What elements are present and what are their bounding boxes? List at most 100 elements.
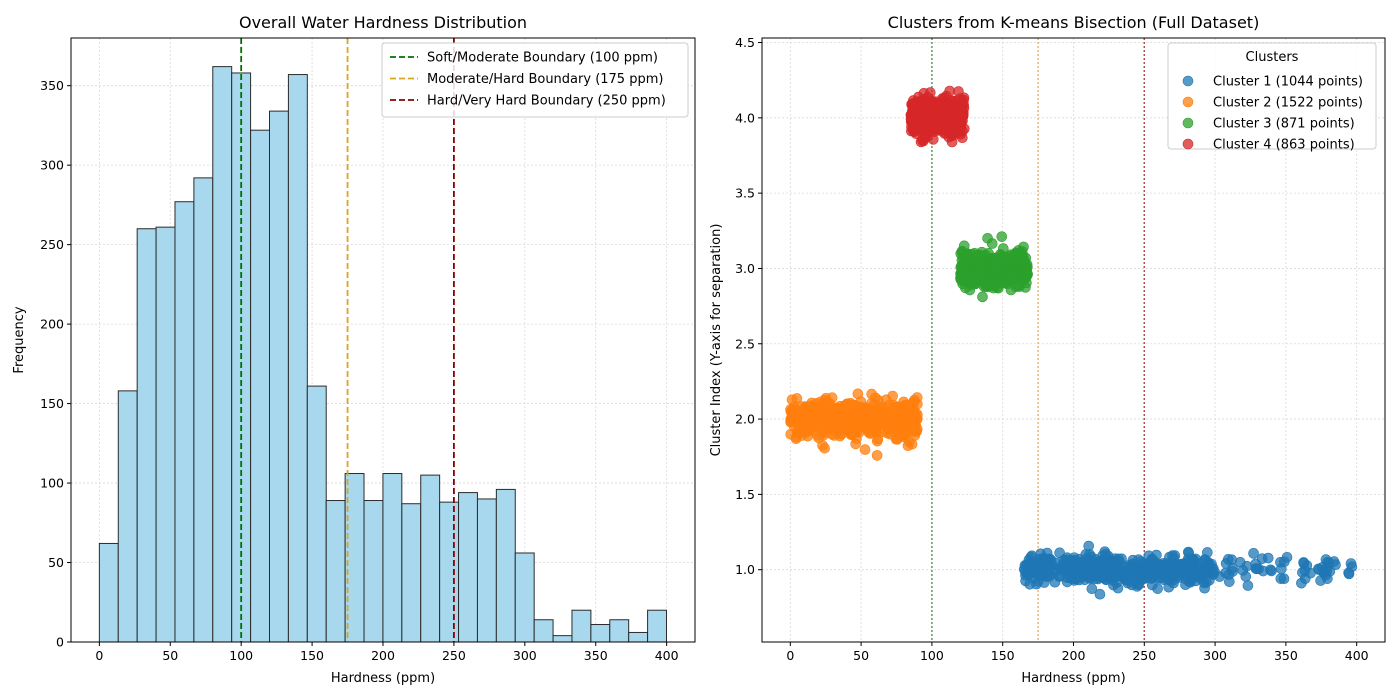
x-tick-label: 100 <box>920 648 944 663</box>
scatter-point <box>863 415 875 427</box>
scatter-point <box>814 404 825 416</box>
scatter-point <box>1049 576 1061 588</box>
histogram-bar <box>155 226 176 643</box>
histogram-bar <box>495 488 516 643</box>
y-tick-label: 250 <box>40 237 64 252</box>
legend-entry-label: Moderate/Hard Boundary (175 ppm) <box>427 72 663 87</box>
scatter-point <box>1165 563 1176 575</box>
scatter-point <box>911 392 923 403</box>
histogram-bar <box>250 129 271 643</box>
histogram-title: Overall Water Hardness Distribution <box>239 13 527 32</box>
legend-entry-label: Cluster 2 (1522 points) <box>1213 96 1363 111</box>
y-tick-label: 4.5 <box>735 35 755 50</box>
x-tick-label: 300 <box>1203 648 1227 663</box>
scatter-point <box>1066 561 1078 572</box>
y-tick-label: 300 <box>40 158 64 173</box>
y-tick-label: 2.0 <box>735 412 755 427</box>
scatter-point <box>1055 564 1067 575</box>
scatter-point <box>1343 568 1355 580</box>
histogram-y-axis-label: Frequency <box>12 306 27 373</box>
scatter-point <box>957 269 969 281</box>
histogram-bar <box>174 201 195 643</box>
histogram-legend-box <box>381 42 689 118</box>
scatter-point <box>1262 552 1274 564</box>
x-tick-label: 250 <box>1132 648 1156 663</box>
scatter-point <box>1182 556 1193 568</box>
scatter-point <box>1096 567 1108 578</box>
scatter-point <box>1107 558 1118 570</box>
histogram-bar <box>590 624 611 643</box>
histogram-bar <box>476 498 497 643</box>
histogram-boundary-lines <box>240 38 455 642</box>
scatter-point <box>958 240 970 252</box>
histogram-bar <box>193 177 214 643</box>
scatter-point <box>826 392 838 404</box>
scatter-point <box>977 291 988 303</box>
scatter-point <box>916 96 928 108</box>
scatter-point <box>836 428 847 440</box>
y-tick-label: 200 <box>40 317 64 332</box>
legend-entry-label: Hard/Very Hard Boundary (250 ppm) <box>427 94 666 109</box>
histogram-bar <box>533 619 554 643</box>
scatter-point <box>1018 256 1030 268</box>
scatter-point <box>1278 573 1290 585</box>
histogram-bar <box>306 385 327 643</box>
histogram-y-ticks: 0 50 100 150 200 250 300 350 <box>40 78 71 650</box>
scatter-point <box>968 256 979 267</box>
scatter-y-axis-label: Cluster Index (Y-axis for separation) <box>709 224 724 457</box>
scatter-point <box>929 97 940 109</box>
scatter-point <box>913 114 924 125</box>
x-tick-label: 50 <box>162 648 178 663</box>
scatter-y-ticks: 1.0 1.5 2.0 2.5 3.0 3.5 4.0 4.5 <box>735 35 762 577</box>
scatter-point <box>1220 567 1231 579</box>
cluster-1-points <box>1018 540 1358 600</box>
histogram-bar <box>571 609 592 643</box>
scatter-point <box>982 232 993 244</box>
x-tick-label: 150 <box>991 648 1015 663</box>
y-tick-label: 2.5 <box>735 336 755 351</box>
scatter-point <box>964 284 976 296</box>
cluster-scatter-chart: 0 50 100 150 200 250 300 350 400 1.0 1.5 2.0 2.5 3.0… <box>709 13 1386 686</box>
scatter-point <box>794 412 806 423</box>
y-tick-label: 1.0 <box>735 562 755 577</box>
scatter-point <box>1242 580 1254 591</box>
cluster-3-points <box>955 231 1033 303</box>
x-tick-label: 400 <box>1345 648 1369 663</box>
scatter-point <box>1111 567 1123 579</box>
x-tick-label: 100 <box>229 648 253 663</box>
scatter-point <box>1202 547 1213 558</box>
scatter-point <box>1128 563 1140 574</box>
scatter-point <box>1316 562 1328 573</box>
scatter-point <box>1036 561 1047 572</box>
scatter-point <box>845 429 857 441</box>
scatter-point <box>800 423 812 434</box>
histogram-bar <box>647 609 667 643</box>
y-tick-label: 1.5 <box>735 487 755 502</box>
scatter-point <box>819 442 830 454</box>
y-tick-label: 100 <box>40 476 64 491</box>
histogram-bar <box>514 552 535 643</box>
scatter-point <box>906 99 917 110</box>
y-tick-label: 3.0 <box>735 261 755 276</box>
scatter-point <box>1026 550 1038 562</box>
scatter-point <box>903 422 914 434</box>
x-tick-label: 0 <box>95 648 103 663</box>
histogram-bar <box>212 66 233 643</box>
y-tick-label: 150 <box>40 396 64 411</box>
scatter-point <box>1116 553 1127 565</box>
scatter-point <box>1153 559 1165 570</box>
histogram-legend: Soft/Moderate Boundary (100 ppm) Moderate… <box>381 42 689 118</box>
scatter-point <box>910 128 922 140</box>
scatter-legend-box <box>1167 42 1377 150</box>
scatter-point <box>862 425 873 436</box>
scatter-point <box>1298 557 1309 568</box>
legend-entry-label: Cluster 3 (871 points) <box>1213 117 1355 132</box>
cluster-4-points <box>905 85 970 148</box>
histogram-bar <box>136 228 157 643</box>
legend-entry-label: Cluster 4 (863 points) <box>1213 138 1355 153</box>
scatter-point <box>813 432 825 444</box>
scatter-point <box>949 121 960 132</box>
scatter-point <box>1120 574 1131 586</box>
scatter-point <box>957 132 968 143</box>
